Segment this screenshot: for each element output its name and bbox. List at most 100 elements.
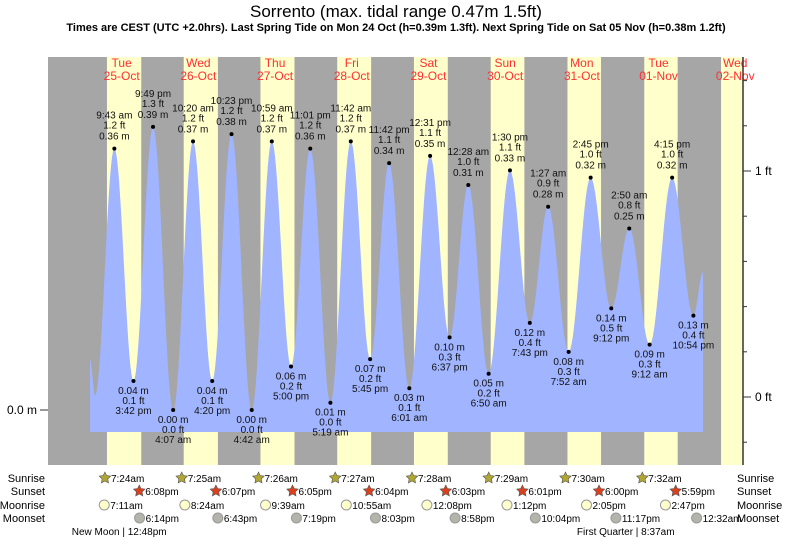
low-tide-marker: 0.05 m0.2 ft6:50 am — [471, 371, 507, 410]
tide-time-label: 10:59 am — [251, 103, 293, 114]
tide-m-label: 0.28 m — [533, 190, 564, 201]
high-tide-marker: 10:59 am1.2 ft0.37 m — [251, 103, 293, 144]
moonset-time: 7:19pm — [302, 514, 335, 525]
sunset-row-label: Sunset — [11, 486, 45, 498]
tide-time-label: 11:01 pm — [290, 111, 331, 122]
day-date-label: 28-Oct — [334, 69, 371, 83]
tide-m-label: 0.33 m — [495, 153, 526, 164]
sunset-sun-icon — [362, 484, 376, 497]
sunset-time: 6:04pm — [375, 487, 408, 498]
tide-m-label: 0.10 m — [434, 342, 465, 353]
tide-time-label: 5:45 pm — [352, 384, 388, 395]
tide-ft-label: 1.0 ft — [661, 150, 683, 161]
moonset-moon-icon — [134, 512, 146, 524]
sunset-time: 6:00pm — [605, 487, 638, 498]
sunrise-sun-icon — [175, 471, 189, 484]
low-tide-marker: 0.01 m0.0 ft5:19 am — [312, 400, 348, 439]
tide-ft-label: 1.1 ft — [378, 135, 400, 146]
low-tide-marker: 0.00 m0.0 ft4:42 am — [234, 408, 270, 446]
tide-m-label: 0.37 m — [178, 124, 209, 135]
sunset-sun-icon — [132, 484, 146, 497]
low-tide-marker: 0.12 m0.4 ft7:43 pm — [512, 320, 548, 359]
day-date-label: 02-Nov — [716, 69, 755, 83]
daylight-band — [721, 57, 743, 465]
tide-time-label: 9:12 am — [632, 370, 668, 381]
moonrise-time: 8:24am — [191, 501, 224, 512]
tide-time-label: 7:43 pm — [512, 348, 548, 359]
day-date-label: 29-Oct — [410, 69, 447, 83]
tide-point — [407, 386, 412, 391]
tide-time-label: 5:00 pm — [273, 391, 309, 402]
tide-m-label: 0.07 m — [355, 364, 386, 375]
tide-ft-label: 0.1 ft — [201, 396, 223, 407]
tide-m-label: 0.36 m — [99, 132, 130, 143]
sunrise-row-label-right: Sunrise — [737, 473, 774, 485]
tide-ft-label: 0.4 ft — [682, 331, 704, 342]
tide-m-label: 0.04 m — [118, 386, 149, 397]
day-labels: Tue25-OctWed26-OctThu27-OctFri28-OctSat2… — [104, 56, 755, 83]
tide-water-area — [90, 126, 704, 433]
sunrise-row-label: Sunrise — [8, 473, 45, 485]
tide-time-label: 4:42 am — [234, 435, 270, 446]
day-name-label: Thu — [265, 56, 286, 70]
tide-point — [691, 313, 696, 318]
tide-m-label: 0.14 m — [596, 313, 627, 324]
tide-m-label: 0.03 m — [394, 393, 425, 404]
tide-time-label: 9:43 am — [96, 111, 132, 122]
tide-m-label: 0.38 m — [216, 117, 247, 128]
sunset-sun-icon — [516, 484, 529, 497]
sunrise-time: 7:25am — [188, 474, 221, 485]
tide-time-label: 2:50 am — [611, 191, 647, 202]
tide-ft-label: 0.0 ft — [162, 425, 184, 436]
low-tide-marker: 0.08 m0.3 ft7:52 am — [551, 349, 587, 388]
moonrise-moon-icon — [179, 499, 191, 511]
tide-time-label: 11:42 am — [330, 103, 371, 114]
moonset-time: 12:32am — [703, 514, 742, 525]
tide-ft-label: 0.5 ft — [600, 323, 622, 334]
moonrise-time: 2:05pm — [593, 501, 626, 512]
high-tide-marker: 11:01 pm1.2 ft0.36 m — [290, 111, 331, 151]
low-tide-marker: 0.00 m0.0 ft4:07 am — [155, 408, 191, 446]
tide-area — [90, 126, 704, 433]
right-axis-label: 0 ft — [755, 390, 772, 404]
sunset-sun-icon — [209, 484, 223, 497]
tide-time-label: 6:01 am — [391, 413, 427, 424]
tide-m-label: 0.06 m — [276, 371, 307, 382]
sunset-time: 6:01pm — [528, 487, 561, 498]
tide-time-label: 9:49 pm — [135, 89, 171, 100]
moonrise-moon-icon — [98, 499, 110, 511]
chart-subtitle: Times are CEST (UTC +2.0hrs). Last Sprin… — [66, 22, 726, 34]
tide-time-label: 11:42 pm — [369, 125, 410, 136]
day-name-label: Sat — [419, 56, 438, 70]
tide-point — [647, 342, 652, 347]
tide-ft-label: 0.2 ft — [359, 374, 381, 385]
moonrise-time: 1:12pm — [513, 501, 546, 512]
high-tide-marker: 2:50 am0.8 ft0.25 m — [611, 191, 647, 231]
tide-point — [289, 364, 294, 369]
tide-time-label: 6:50 am — [471, 399, 507, 410]
tide-point — [151, 124, 156, 129]
moonset-row-label: Moonset — [3, 513, 45, 525]
tide-point — [466, 182, 471, 187]
sunrise-sun-icon — [559, 471, 572, 484]
moonset-moon-icon — [212, 512, 224, 524]
tide-point — [627, 226, 632, 231]
tide-point — [486, 371, 491, 376]
low-tide-marker: 0.06 m0.2 ft5:00 pm — [273, 364, 309, 402]
tide-time-label: 4:20 pm — [194, 406, 230, 417]
low-tide-marker: 0.07 m0.2 ft5:45 pm — [352, 357, 388, 395]
tide-point — [328, 400, 333, 405]
tide-ft-label: 0.9 ft — [537, 179, 559, 190]
sunset-sun-icon — [439, 484, 453, 497]
moonrise-time: 7:11am — [110, 501, 143, 512]
tide-point — [131, 378, 136, 383]
sun-moon-rows: Sunrise Sunrise 7:24am 7:25am 7:26am 7:27am 7:… — [0, 471, 782, 538]
sunrise-sun-icon — [98, 471, 112, 484]
tide-time-label: 9:12 pm — [593, 333, 629, 344]
sunset-time: 6:03pm — [452, 487, 485, 498]
moonrise-moon-icon — [581, 499, 593, 511]
tide-ft-label: 1.0 ft — [457, 157, 479, 168]
left-axis-label: 0.0 m — [7, 403, 37, 417]
tide-ft-label: 1.2 ft — [340, 113, 362, 124]
tide-m-label: 0.34 m — [374, 146, 405, 157]
